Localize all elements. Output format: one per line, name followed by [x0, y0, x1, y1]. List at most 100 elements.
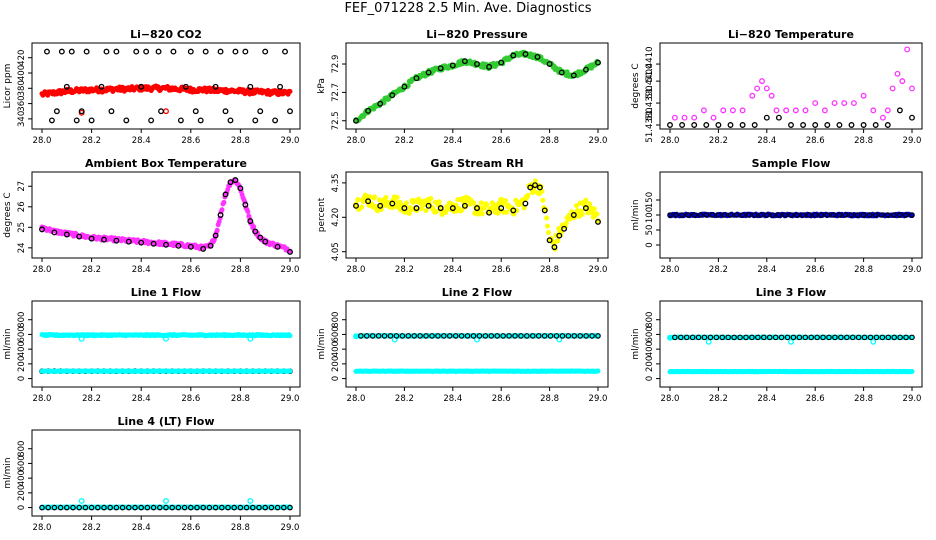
average-point: [494, 333, 501, 339]
sample-point: [251, 224, 257, 230]
chart-title: Li−820 Temperature: [728, 28, 854, 41]
data-point: [63, 83, 70, 90]
average-point: [766, 334, 773, 341]
average-point: [506, 333, 512, 339]
average-point: [250, 504, 256, 511]
average-point: [82, 504, 89, 511]
y-tick-label: 800: [331, 312, 341, 328]
average-point: [225, 504, 231, 511]
average-point: [200, 504, 207, 511]
y-axis-label: ml/min: [3, 328, 13, 359]
x-tick-label: 28.0: [347, 136, 366, 146]
y-tick-label: 150: [645, 192, 655, 208]
sample-point: [221, 199, 227, 205]
sample-point: [540, 197, 546, 203]
data-point: [896, 107, 903, 114]
sample-point: [502, 198, 508, 204]
sample-point: [214, 227, 220, 233]
data-point: [365, 107, 372, 114]
x-tick-label: 28.6: [492, 136, 511, 146]
data-point: [486, 63, 493, 70]
x-tick-label: 28.4: [757, 394, 776, 404]
data-point: [413, 75, 420, 82]
sample-point: [479, 211, 485, 217]
data-layer: [39, 177, 293, 255]
chart-panel-6: Sample Flow ml/min 28.0 28.2 28.4 28.6 28.8 29.…: [631, 157, 923, 275]
data-point: [909, 85, 915, 92]
average-point: [243, 504, 250, 511]
y-tick-label: 600: [331, 326, 341, 342]
average-point: [672, 334, 678, 341]
data-point: [773, 107, 780, 114]
average-point: [470, 333, 477, 339]
sample-point: [383, 194, 389, 200]
average-point: [577, 333, 584, 339]
data-point: [125, 238, 132, 245]
average-point: [878, 212, 885, 218]
y-tick-label: 600: [645, 326, 655, 342]
data-point: [788, 122, 794, 128]
data-point: [108, 108, 115, 115]
data-point: [148, 117, 155, 124]
x-tick-label: 29.0: [589, 394, 608, 404]
average-point: [39, 504, 45, 511]
average-point: [441, 333, 447, 339]
data-point: [671, 114, 678, 121]
data-point: [138, 83, 145, 90]
data-point: [541, 207, 548, 214]
data-point: [850, 100, 857, 107]
y-tick-label: 380: [17, 80, 27, 96]
chart-title: Li−820 CO2: [130, 28, 202, 41]
data-point: [551, 244, 558, 251]
data-point: [691, 122, 698, 128]
sample-point: [372, 194, 378, 200]
average-point: [745, 212, 752, 218]
data-point: [437, 205, 444, 212]
data-point: [177, 117, 184, 124]
data-point: [182, 83, 189, 90]
average-point: [287, 504, 293, 511]
average-point: [571, 333, 578, 339]
data-point: [158, 108, 164, 115]
data-point: [401, 83, 408, 90]
data-point: [860, 122, 867, 128]
data-point: [389, 92, 396, 99]
data-point: [595, 59, 601, 66]
chart-title: Line 4 (LT) Flow: [118, 415, 215, 428]
x-tick-label: 29.0: [281, 394, 300, 404]
average-point: [814, 334, 820, 341]
average-point: [824, 212, 831, 218]
chart-panel-8: Line 2 Flow ml/min 28.0 28.2 28.4 28.6 28.8 29.…: [317, 286, 609, 404]
average-point: [565, 333, 572, 339]
data-point: [200, 245, 207, 252]
sample-point: [219, 207, 225, 213]
data-point: [754, 85, 761, 92]
y-tick-label: 72.7: [331, 83, 341, 102]
average-point: [381, 333, 388, 339]
data-point: [461, 202, 468, 209]
data-point: [841, 100, 848, 107]
chart-panel-3: Li−820 Temperature degrees C 28.0 28.2 28.4 2…: [631, 28, 923, 146]
x-tick-label: 29.0: [589, 136, 608, 146]
y-tick-label: 400: [17, 65, 27, 81]
average-point: [411, 333, 418, 339]
average-point: [547, 333, 554, 339]
x-tick-label: 28.2: [709, 136, 728, 146]
data-point: [143, 48, 150, 55]
average-point: [399, 333, 406, 339]
data-point: [498, 59, 505, 66]
average-point: [818, 212, 825, 218]
data-point: [88, 117, 95, 124]
x-tick-label: 28.0: [661, 136, 680, 146]
chart-title: Gas Stream RH: [430, 157, 523, 170]
data-point: [715, 122, 722, 128]
data-point: [821, 107, 828, 114]
average-point: [897, 334, 903, 341]
data-point: [727, 122, 734, 128]
data-point: [570, 212, 577, 218]
data-point: [202, 48, 209, 55]
average-point: [363, 333, 370, 339]
average-point: [737, 334, 743, 341]
sample-point: [545, 223, 551, 229]
data-point: [98, 83, 105, 90]
